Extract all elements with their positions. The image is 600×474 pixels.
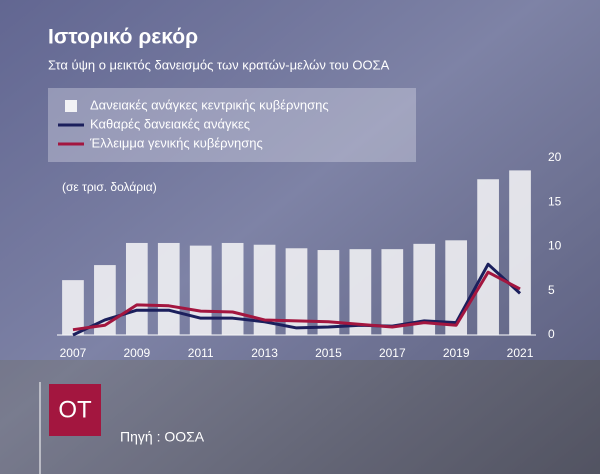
line bbox=[72, 270, 521, 332]
x-tick-label: 2015 bbox=[315, 346, 342, 360]
bar bbox=[317, 250, 340, 335]
legend-label: Δανειακές ανάγκες κεντρικής κυβέρνησης bbox=[90, 97, 329, 112]
bar bbox=[189, 245, 212, 335]
y-axis-label: (σε τρισ. δολάρια) bbox=[62, 180, 157, 194]
legend-label: Έλλειμμα γενικής κυβέρνησης bbox=[89, 135, 263, 150]
bar bbox=[413, 243, 436, 335]
x-tick-label: 2013 bbox=[251, 346, 278, 360]
x-tick-label: 2019 bbox=[443, 346, 470, 360]
line bbox=[72, 262, 522, 337]
x-tick-label: 2009 bbox=[123, 346, 150, 360]
y-tick-label: 15 bbox=[548, 194, 562, 208]
y-tick-label: 20 bbox=[548, 150, 562, 164]
legend-box bbox=[48, 88, 416, 162]
bar bbox=[509, 170, 531, 335]
source: Πηγή : ΟΟΣΑ bbox=[120, 429, 205, 445]
x-tick-label: 2021 bbox=[507, 346, 534, 360]
legend-label: Καθαρές δανειακές ανάγκες bbox=[90, 116, 250, 131]
bar bbox=[285, 248, 308, 335]
chart-subtitle: Στα ύψη ο μεικτός δανεισμός των κρατών-μ… bbox=[48, 57, 390, 72]
bar bbox=[349, 249, 372, 335]
y-tick-label: 0 bbox=[548, 327, 555, 341]
bar bbox=[62, 280, 84, 335]
bar bbox=[125, 242, 148, 335]
bar bbox=[221, 242, 244, 335]
bar bbox=[253, 244, 276, 335]
logo: OT bbox=[58, 396, 92, 423]
bar bbox=[477, 179, 499, 335]
bar bbox=[157, 242, 180, 335]
y-tick-label: 10 bbox=[548, 239, 562, 253]
chart-title: Ιστορικό ρεκόρ bbox=[48, 26, 198, 49]
x-tick-label: 2007 bbox=[60, 346, 87, 360]
legend-swatch bbox=[65, 100, 77, 112]
x-tick-label: 2011 bbox=[188, 346, 214, 360]
logo-box bbox=[49, 384, 101, 436]
y-tick-label: 5 bbox=[548, 283, 555, 297]
x-tick-label: 2017 bbox=[379, 346, 406, 360]
bar bbox=[381, 249, 404, 335]
